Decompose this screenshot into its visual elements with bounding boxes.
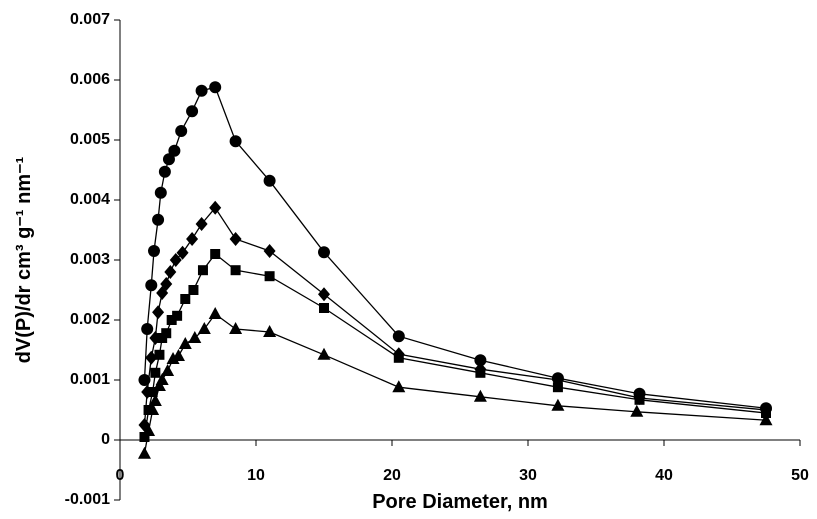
marker [188, 285, 199, 295]
marker [209, 200, 222, 215]
marker [208, 307, 222, 319]
series-line [143, 253, 767, 438]
marker [152, 213, 165, 226]
marker [392, 380, 406, 393]
marker [264, 271, 275, 282]
marker [186, 105, 199, 118]
marker [155, 373, 169, 385]
marker [229, 232, 242, 246]
marker [161, 328, 172, 339]
marker [263, 244, 276, 258]
marker [169, 253, 182, 267]
marker [137, 446, 151, 459]
x-tick-label: 40 [655, 467, 673, 484]
marker [759, 413, 773, 426]
marker [150, 367, 161, 378]
x-tick-label: 10 [247, 467, 265, 484]
marker [473, 389, 487, 402]
x-axis-title: Pore Diameter, nm [372, 491, 548, 513]
marker [318, 246, 330, 259]
marker [393, 352, 404, 363]
y-tick-label: 0.002 [70, 311, 110, 328]
marker [154, 186, 167, 199]
marker [138, 374, 151, 386]
y-tick-label: -0.001 [65, 491, 110, 508]
marker [392, 330, 405, 343]
marker [172, 310, 183, 321]
marker [195, 217, 208, 231]
marker [168, 144, 181, 157]
marker [152, 305, 165, 320]
marker [147, 387, 158, 397]
marker [139, 432, 150, 442]
marker [176, 245, 189, 260]
marker [230, 265, 241, 276]
marker [551, 398, 565, 411]
marker [319, 303, 329, 313]
x-tick-label: 20 [383, 467, 401, 484]
y-tick-label: 0.005 [70, 131, 110, 148]
marker [158, 165, 171, 178]
y-axis-title: dV(P)/dr cm³ g⁻¹ nm⁻¹ [13, 156, 35, 363]
marker [761, 408, 771, 418]
marker [160, 277, 173, 291]
x-tick-label: 50 [791, 467, 809, 484]
marker [175, 125, 188, 137]
marker [148, 394, 162, 406]
marker [552, 382, 563, 393]
x-tick-label: 30 [519, 467, 537, 484]
marker [145, 350, 158, 365]
marker [209, 81, 222, 94]
y-tick-label: 0.007 [70, 11, 110, 28]
marker [171, 349, 185, 361]
marker [186, 232, 199, 246]
y-tick-label: 0 [101, 431, 110, 448]
marker [178, 337, 192, 349]
series-line [143, 313, 767, 454]
marker [229, 322, 243, 334]
marker [263, 174, 276, 187]
y-tick-label: 0.006 [70, 71, 110, 88]
marker [229, 135, 242, 148]
marker [197, 322, 211, 334]
marker [161, 364, 175, 376]
marker [143, 405, 154, 415]
marker [195, 84, 208, 97]
marker [188, 331, 202, 343]
marker [164, 265, 177, 279]
marker [142, 424, 156, 436]
marker [210, 249, 221, 259]
marker [317, 347, 331, 360]
marker [634, 394, 645, 405]
marker [180, 294, 191, 304]
series-line [143, 86, 767, 409]
marker [148, 245, 160, 257]
marker [474, 354, 487, 367]
marker [146, 403, 160, 415]
marker [630, 404, 644, 417]
marker [145, 279, 158, 292]
marker [141, 323, 154, 335]
marker [263, 325, 277, 337]
x-tick-label: 0 [116, 467, 125, 484]
marker [166, 315, 177, 325]
marker [475, 367, 486, 378]
y-tick-label: 0.004 [70, 191, 110, 208]
y-tick-label: 0.003 [70, 251, 110, 268]
marker [154, 349, 165, 360]
marker [197, 265, 208, 276]
y-tick-label: 0.001 [70, 371, 110, 388]
marker [318, 287, 330, 302]
